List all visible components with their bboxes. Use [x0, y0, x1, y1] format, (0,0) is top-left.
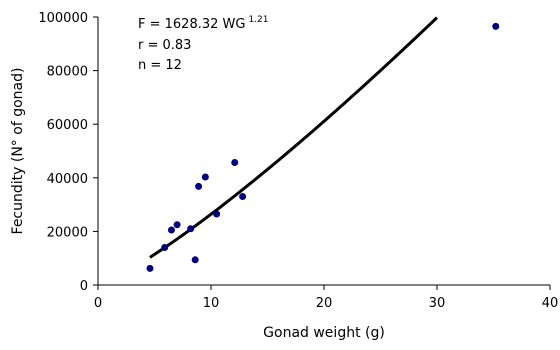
y-tick-label: 20000 [47, 225, 88, 240]
y-tick-label: 0 [80, 279, 88, 294]
data-point [201, 173, 209, 181]
trendline-layer [149, 16, 439, 259]
data-point [239, 193, 247, 201]
data-points [146, 22, 500, 272]
y-axis-ticks: 0 20000 40000 60000 80000 100000 [38, 11, 98, 294]
r-value-label: r = 0.83 [138, 38, 191, 53]
data-point [213, 210, 221, 218]
data-point [187, 225, 195, 233]
equation-text: F = 1628.32 WG [138, 17, 245, 32]
data-point [195, 182, 203, 190]
data-point [173, 221, 181, 229]
fit-annotation: F = 1628.32 WG 1.21 r = 0.83 n = 12 [138, 15, 269, 73]
equation-label: F = 1628.32 WG 1.21 [138, 15, 269, 32]
data-point [492, 22, 500, 30]
trendline [149, 16, 439, 259]
n-value-label: n = 12 [138, 58, 182, 73]
data-point [146, 264, 154, 272]
equation-exponent: 1.21 [248, 15, 268, 25]
x-tick-label: 0 [94, 296, 102, 311]
x-tick-label: 10 [203, 296, 220, 311]
y-tick-label: 80000 [47, 65, 88, 80]
y-tick-label: 100000 [38, 11, 88, 26]
y-axis-title: Fecundity (N° of gonad) [10, 68, 26, 235]
data-point [191, 256, 199, 264]
x-axis-ticks: 0 10 20 30 40 [94, 285, 558, 311]
data-point [161, 243, 169, 251]
x-tick-label: 40 [542, 296, 559, 311]
x-axis-title: Gonad weight (g) [263, 325, 385, 341]
y-tick-label: 60000 [47, 118, 88, 133]
data-point [231, 159, 239, 167]
y-tick-label: 40000 [47, 172, 88, 187]
data-point [167, 226, 175, 234]
x-tick-label: 30 [429, 296, 446, 311]
x-tick-label: 20 [316, 296, 333, 311]
